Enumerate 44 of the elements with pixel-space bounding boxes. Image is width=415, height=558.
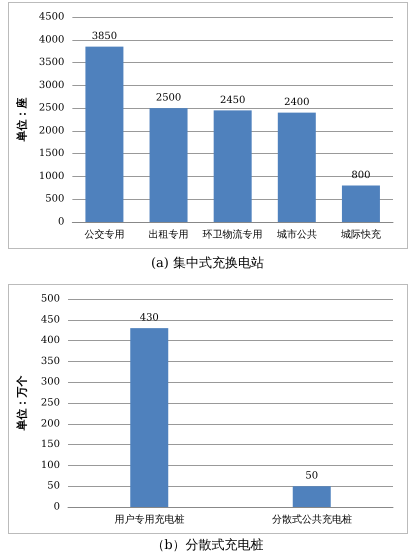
y-tick-label: 50 xyxy=(47,480,60,492)
y-tick-label: 450 xyxy=(40,314,60,326)
y-tick-label: 100 xyxy=(40,460,60,471)
text: （b）分散式充电桩 xyxy=(150,537,265,554)
x-tick-label: 分散式公共充电桩 xyxy=(272,514,352,526)
data-label: 50 xyxy=(305,470,318,482)
y-tick-label: 3000 xyxy=(38,80,64,91)
x-tick-label: 城市公共 xyxy=(276,228,317,240)
x-tick-label: 公交专用 xyxy=(84,228,124,240)
bar xyxy=(85,46,124,222)
y-tick-label: 2000 xyxy=(38,125,64,136)
y-tick-label: 0 xyxy=(54,502,60,512)
y-tick-label: 4500 xyxy=(38,12,64,22)
bar xyxy=(214,110,252,222)
y-axis-title: 单位：座 xyxy=(16,98,28,142)
y-tick-label: 500 xyxy=(40,294,60,304)
data-label: 2400 xyxy=(284,97,310,108)
y-tick-label: 250 xyxy=(40,398,60,408)
y-tick-label: 300 xyxy=(40,376,60,388)
y-axis-title: 单位：万个 xyxy=(16,374,28,432)
data-label: 800 xyxy=(351,170,370,182)
bar xyxy=(150,108,188,222)
bar xyxy=(278,112,316,222)
data-label: 430 xyxy=(140,312,159,324)
y-tick-label: 500 xyxy=(45,194,64,205)
y-tick-label: 1500 xyxy=(38,148,64,160)
y-tick-label: 200 xyxy=(40,418,60,430)
x-tick-label: 出租专用 xyxy=(148,228,189,240)
data-label: 2450 xyxy=(220,94,246,106)
data-label: 2500 xyxy=(156,92,182,104)
x-tick-label: 用户专用充电桩 xyxy=(114,514,184,526)
y-tick-label: 400 xyxy=(40,335,60,346)
y-tick-label: 0 xyxy=(58,216,64,228)
y-tick-label: 1000 xyxy=(38,170,64,182)
x-tick-label: 环卫物流专用 xyxy=(202,228,263,240)
y-tick-label: 4000 xyxy=(38,34,64,46)
x-tick-label: 城际快充 xyxy=(340,228,381,240)
y-tick-label: 2500 xyxy=(38,102,64,114)
text: (a) 集中式充换电站 xyxy=(150,255,266,272)
y-tick-label: 3500 xyxy=(38,57,64,68)
bar xyxy=(342,186,380,222)
y-tick-label: 350 xyxy=(40,356,60,367)
data-label: 3850 xyxy=(92,31,118,42)
y-tick-label: 150 xyxy=(40,439,60,450)
